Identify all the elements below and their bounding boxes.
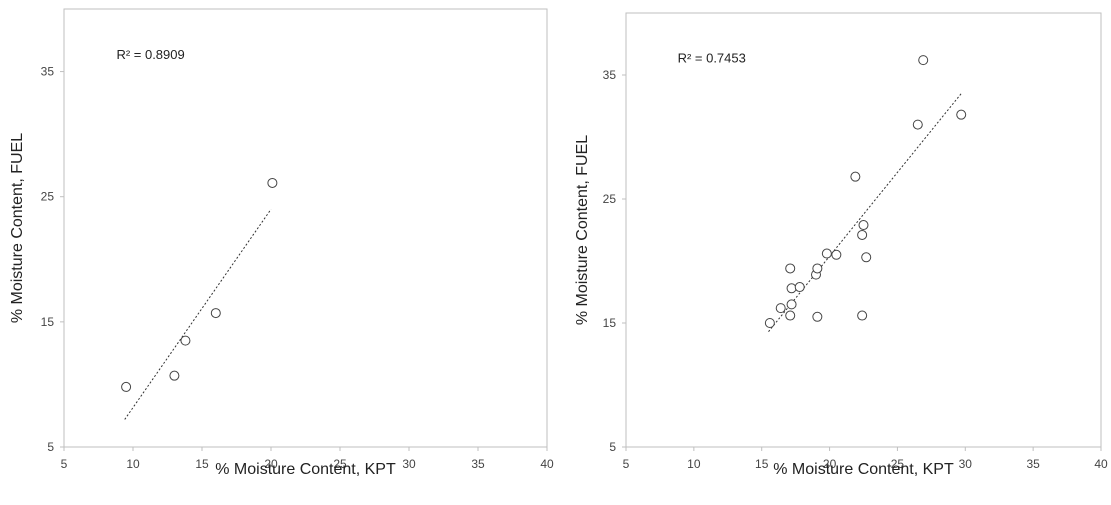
data-point [912, 119, 923, 130]
x-tick-label: 15 [755, 457, 769, 471]
data-point [786, 299, 797, 310]
y-tick-label: 5 [47, 440, 54, 454]
x-tick-label: 25 [891, 457, 905, 471]
x-tick-label: 30 [402, 457, 416, 471]
data-point [121, 381, 132, 392]
y-tick-label: 15 [41, 315, 55, 329]
y-axis-label: % Moisture Content, FUEL [9, 133, 26, 323]
x-axis-label: % Moisture Content, KPT [773, 461, 954, 478]
data-point [267, 177, 278, 188]
data-point [786, 283, 797, 294]
x-tick-label: 15 [195, 457, 209, 471]
x-tick-label: 5 [623, 457, 630, 471]
x-tick-label: 40 [1094, 457, 1108, 471]
chart-panel-2: 5 10 15 20 25 30 35 40 5 15 25 35 % Moisture Content… [574, 12, 1108, 478]
x-tick-label: 10 [687, 457, 701, 471]
data-point [812, 311, 823, 322]
data-point [918, 55, 929, 66]
y-tick-label: 35 [603, 68, 617, 82]
data-point [764, 318, 775, 328]
trendline [768, 93, 962, 332]
plot-area-border [625, 12, 1102, 448]
trendline [124, 208, 272, 420]
x-tick-label: 5 [61, 457, 68, 471]
x-tick-label: 20 [264, 457, 278, 471]
data-point [775, 303, 786, 314]
chart-panel-1: 5 10 15 20 25 30 35 40 5 15 25 35 % Moisture Content… [9, 8, 554, 478]
y-tick-label: 15 [603, 316, 617, 330]
r-squared-annotation: R² = 0.7453 [678, 51, 746, 66]
data-point [812, 263, 823, 274]
x-tick-label: 35 [471, 457, 485, 471]
x-axis-label: % Moisture Content, KPT [215, 461, 396, 478]
data-point [861, 252, 872, 263]
data-point [821, 248, 832, 259]
y-tick-label: 35 [41, 65, 55, 79]
r-squared-annotation: R² = 0.8909 [116, 47, 184, 62]
y-axis-label: % Moisture Content, FUEL [574, 135, 591, 325]
x-tick-label: 30 [959, 457, 973, 471]
x-tick-label: 10 [126, 457, 140, 471]
data-point [794, 282, 805, 293]
data-point [850, 171, 861, 182]
y-tick-label: 25 [603, 192, 617, 206]
y-tick-label: 5 [609, 440, 616, 454]
data-point [857, 229, 868, 240]
data-point [956, 109, 967, 120]
data-point [210, 308, 221, 319]
data-point [169, 370, 180, 381]
x-tick-label: 25 [333, 457, 347, 471]
data-point [858, 220, 869, 231]
x-tick-label: 20 [823, 457, 837, 471]
data-point [785, 263, 796, 274]
x-tick-label: 40 [540, 457, 554, 471]
data-point [857, 310, 868, 321]
plot-area-border [63, 8, 548, 448]
data-point [785, 310, 796, 321]
data-point [831, 249, 842, 260]
y-tick-label: 25 [41, 190, 55, 204]
x-tick-label: 35 [1026, 457, 1040, 471]
data-point [180, 335, 191, 346]
